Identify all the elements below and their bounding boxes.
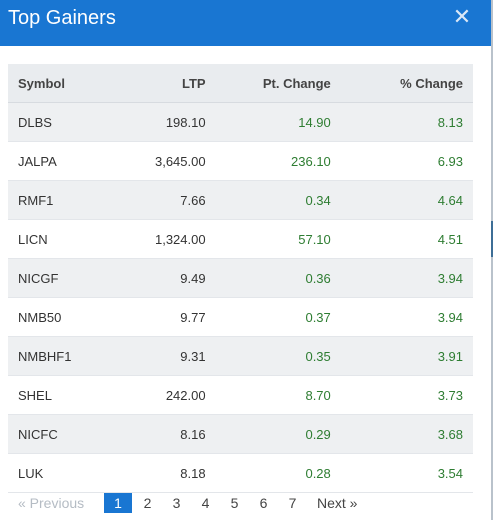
page-1-button[interactable]: 1 [104, 493, 132, 513]
ltp-cell: 9.77 [110, 297, 216, 337]
symbol-cell[interactable]: SHEL [8, 375, 111, 415]
gainers-table-container: Symbol LTP Pt. Change % Change DLBS 198.… [8, 64, 473, 493]
symbol-cell[interactable]: JALPA [8, 141, 111, 181]
table-row[interactable]: LUK 8.18 0.28 3.54 [8, 453, 473, 493]
ltp-cell: 242.00 [110, 375, 216, 415]
table-row[interactable]: NICFC 8.16 0.29 3.68 [8, 414, 473, 454]
pct-change-cell: 8.13 [340, 102, 473, 142]
symbol-cell[interactable]: LICN [8, 219, 111, 259]
previous-page-button[interactable]: « Previous [18, 495, 85, 511]
modal-edge [491, 0, 493, 520]
table-row[interactable]: DLBS 198.10 14.90 8.13 [8, 102, 473, 142]
pt-change-cell: 236.10 [215, 141, 341, 181]
pct-change-cell: 3.91 [340, 336, 473, 376]
pt-change-cell: 14.90 [215, 102, 341, 142]
ltp-cell: 9.31 [110, 336, 216, 376]
pagination: « Previous 1 2 3 4 5 6 7 Next » [18, 492, 357, 514]
pt-change-cell: 0.35 [215, 336, 341, 376]
symbol-cell[interactable]: LUK [8, 453, 111, 493]
pt-change-cell: 0.28 [215, 453, 341, 493]
symbol-cell[interactable]: NICGF [8, 258, 111, 298]
pct-change-cell: 3.54 [340, 453, 473, 493]
pct-change-cell: 6.93 [340, 141, 473, 181]
symbol-cell[interactable]: NICFC [8, 414, 111, 454]
pt-change-cell: 8.70 [215, 375, 341, 415]
close-icon[interactable]: ✕ [452, 4, 472, 29]
ltp-cell: 198.10 [110, 102, 216, 142]
page-4-button[interactable]: 4 [201, 495, 210, 511]
pct-change-cell: 3.94 [340, 297, 473, 337]
ltp-cell: 3,645.00 [110, 141, 216, 181]
pt-change-cell: 0.37 [215, 297, 341, 337]
table-row[interactable]: RMF1 7.66 0.34 4.64 [8, 180, 473, 220]
symbol-cell[interactable]: RMF1 [8, 180, 111, 220]
ltp-cell: 8.16 [110, 414, 216, 454]
background-accent [491, 221, 493, 257]
ltp-cell: 9.49 [110, 258, 216, 298]
column-header-pt-change[interactable]: Pt. Change [215, 64, 341, 103]
page-7-button[interactable]: 7 [288, 495, 297, 511]
table-header-row: Symbol LTP Pt. Change % Change [8, 64, 473, 103]
pt-change-cell: 57.10 [215, 219, 341, 259]
page-6-button[interactable]: 6 [259, 495, 268, 511]
table-row[interactable]: JALPA 3,645.00 236.10 6.93 [8, 141, 473, 181]
pct-change-cell: 3.73 [340, 375, 473, 415]
modal-title: Top Gainers [8, 7, 116, 29]
pt-change-cell: 0.36 [215, 258, 341, 298]
symbol-cell[interactable]: DLBS [8, 102, 111, 142]
pt-change-cell: 0.34 [215, 180, 341, 220]
column-header-symbol[interactable]: Symbol [8, 64, 111, 103]
table-row[interactable]: NMBHF1 9.31 0.35 3.91 [8, 336, 473, 376]
ltp-cell: 1,324.00 [110, 219, 216, 259]
table-row[interactable]: NICGF 9.49 0.36 3.94 [8, 258, 473, 298]
pct-change-cell: 3.94 [340, 258, 473, 298]
table-row[interactable]: SHEL 242.00 8.70 3.73 [8, 375, 473, 415]
page-2-button[interactable]: 2 [143, 495, 152, 511]
gainers-table: Symbol LTP Pt. Change % Change DLBS 198.… [8, 64, 473, 493]
modal-header: Top Gainers ✕ [0, 0, 491, 46]
pct-change-cell: 4.51 [340, 219, 473, 259]
page-5-button[interactable]: 5 [230, 495, 239, 511]
page-3-button[interactable]: 3 [172, 495, 181, 511]
ltp-cell: 7.66 [110, 180, 216, 220]
column-header-pct-change[interactable]: % Change [340, 64, 473, 103]
table-row[interactable]: LICN 1,324.00 57.10 4.51 [8, 219, 473, 259]
symbol-cell[interactable]: NMB50 [8, 297, 111, 337]
next-page-button[interactable]: Next » [317, 495, 358, 511]
ltp-cell: 8.18 [110, 453, 216, 493]
table-row[interactable]: NMB50 9.77 0.37 3.94 [8, 297, 473, 337]
symbol-cell[interactable]: NMBHF1 [8, 336, 111, 376]
column-header-ltp[interactable]: LTP [110, 64, 216, 103]
pct-change-cell: 4.64 [340, 180, 473, 220]
pt-change-cell: 0.29 [215, 414, 341, 454]
pct-change-cell: 3.68 [340, 414, 473, 454]
